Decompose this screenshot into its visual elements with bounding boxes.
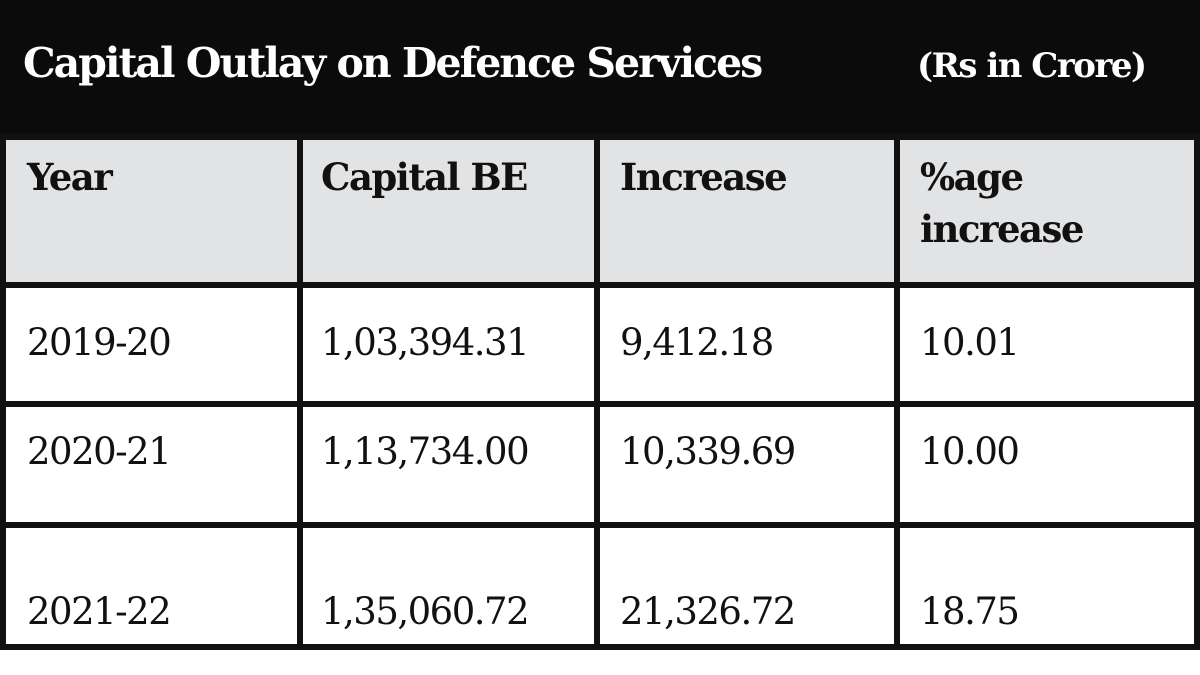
column-header-percentage-increase-label: %age increase bbox=[900, 140, 1194, 282]
table-cell-increase: 21,326.72 bbox=[600, 528, 894, 644]
unit-label: (Rs in Crore) bbox=[917, 46, 1147, 86]
title-bar: Capital Outlay on Defence Services (Rs i… bbox=[0, 0, 1200, 134]
table-title: Capital Outlay on Defence Services bbox=[23, 39, 763, 87]
table-cell-year: 2020-21 bbox=[6, 407, 297, 522]
table-cell-increase: 9,412.18 bbox=[600, 288, 894, 401]
table-cell-capital-be: 1,03,394.31 bbox=[303, 288, 594, 401]
table-cell-capital-be: 1,13,734.00 bbox=[303, 407, 594, 522]
column-header-capital-be: Capital BE bbox=[303, 140, 594, 282]
table-cell-capital-be: 1,35,060.72 bbox=[303, 528, 594, 644]
table-cell-year: 2019-20 bbox=[6, 288, 297, 401]
column-header-increase: Increase bbox=[600, 140, 894, 282]
table-cell-year: 2021-22 bbox=[6, 528, 297, 644]
column-header-year: Year bbox=[6, 140, 297, 282]
table-cell-percentage-increase: 18.75 bbox=[900, 528, 1194, 644]
table-cell-percentage-increase: 10.01 bbox=[900, 288, 1194, 401]
table-cell-increase: 10,339.69 bbox=[600, 407, 894, 522]
table-cell-percentage-increase: 10.00 bbox=[900, 407, 1194, 522]
